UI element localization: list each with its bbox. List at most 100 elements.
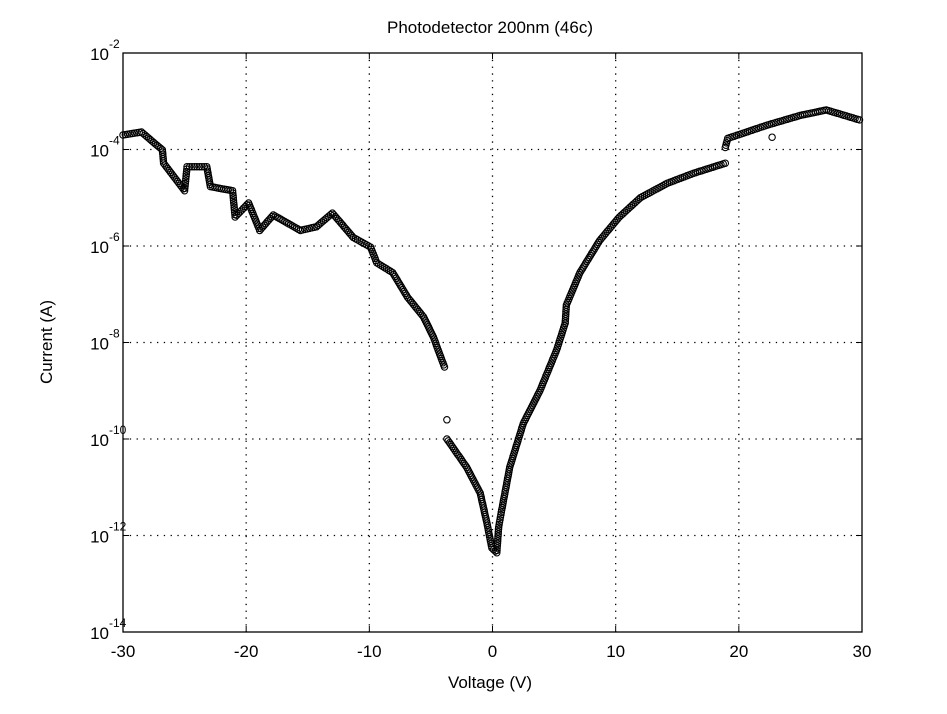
data-point-dense — [495, 520, 503, 529]
data-point-dense — [193, 162, 201, 171]
y-tick-label: 10-14 — [90, 616, 127, 643]
data-point-dense — [181, 184, 189, 193]
y-tick-base: 10 — [90, 335, 109, 354]
data-point-dense — [497, 511, 505, 519]
data-point-dense — [496, 515, 504, 524]
data-point-dense — [583, 257, 591, 266]
x-tick-label: 20 — [729, 642, 748, 661]
data-point-dense — [394, 278, 403, 286]
data-point-dense — [181, 177, 190, 185]
grid — [123, 53, 862, 632]
data-point-dense — [448, 442, 456, 451]
y-tick-exponent: -8 — [109, 327, 120, 341]
y-tick-label: 10-8 — [90, 327, 120, 354]
data-point-dense — [229, 191, 237, 200]
data-point — [493, 548, 501, 557]
data-point-dense — [230, 201, 238, 209]
y-tick-base: 10 — [90, 142, 109, 161]
data-point-dense — [181, 182, 189, 190]
data-point-dense — [229, 196, 238, 204]
data-point-dense — [494, 530, 502, 538]
data-point — [372, 258, 381, 267]
data-point-dense — [182, 172, 190, 181]
data-point-dense — [493, 541, 502, 550]
y-tick-base: 10 — [90, 45, 109, 64]
x-tick-label: -10 — [357, 642, 382, 661]
data-point-dense — [581, 259, 590, 267]
data-point-dense — [382, 265, 391, 273]
data-point-outlier — [768, 133, 776, 141]
x-tick-label: 0 — [488, 642, 497, 661]
data-point-dense — [268, 212, 276, 221]
data-point-dense — [326, 210, 335, 219]
data-point-dense — [195, 162, 204, 171]
data-point-dense — [390, 270, 398, 279]
data-point-dense — [455, 452, 463, 460]
data-point — [440, 363, 449, 371]
data-point — [180, 186, 189, 195]
data-point-dense — [181, 179, 190, 188]
data-point — [388, 268, 397, 277]
y-tick-exponent: -4 — [109, 134, 120, 148]
data-point — [721, 159, 730, 167]
data-point-outlier — [443, 416, 451, 424]
data-point-dense — [588, 248, 597, 256]
data-point-dense — [493, 546, 501, 555]
data-point — [576, 268, 584, 277]
y-tick-exponent: -2 — [109, 37, 120, 51]
data-point-dense — [587, 249, 596, 258]
y-tick-label: 10-6 — [90, 230, 120, 257]
data-point-dense — [188, 162, 196, 171]
data-point-dense — [229, 189, 237, 197]
data-point-dense — [494, 525, 503, 534]
chart-title: Photodetector 200nm (46c) — [387, 18, 593, 37]
data-point-dense — [457, 455, 466, 464]
x-tick-labels: -30 -20 -10 0 10 20 30 — [111, 642, 872, 661]
data-point-dense — [230, 203, 238, 212]
data-point-dense — [449, 444, 458, 453]
y-tick-label: 10-2 — [90, 37, 120, 64]
data-point-dense — [461, 461, 470, 470]
data-point-dense — [593, 240, 602, 249]
data-point-dense — [396, 282, 405, 290]
data-point-dense — [494, 527, 503, 536]
x-tick-label: -30 — [111, 642, 136, 661]
data-point-dense — [585, 253, 593, 262]
data-point-dense — [493, 537, 502, 545]
data-point-dense — [418, 311, 426, 319]
y-tick-label: 10-12 — [90, 520, 127, 547]
y-tick-base: 10 — [90, 238, 109, 257]
ticks — [122, 52, 863, 633]
y-tick-exponent: -6 — [109, 230, 120, 244]
x-axis-label: Voltage (V) — [448, 673, 532, 692]
data-point — [183, 162, 191, 171]
data-point-dense — [185, 162, 194, 171]
data-point-dense — [392, 274, 400, 283]
data-markers — [119, 106, 864, 557]
y-tick-base: 10 — [90, 431, 109, 450]
data-point-dense — [579, 263, 588, 271]
y-axis-label: Current (A) — [37, 300, 56, 384]
y-tick-exponent: -12 — [109, 520, 127, 534]
x-tick-label: 30 — [853, 642, 872, 661]
data-point-dense — [401, 289, 409, 298]
data-point-dense — [182, 174, 190, 183]
data-point-dense — [190, 162, 199, 171]
data-point-dense — [493, 539, 502, 548]
data-point-dense — [577, 267, 585, 275]
data-point-dense — [494, 534, 502, 543]
data-point-dense — [229, 194, 238, 202]
x-tick-label: 10 — [606, 642, 625, 661]
y-tick-base: 10 — [90, 624, 109, 643]
data-point-dense — [456, 454, 464, 462]
y-tick-base: 10 — [90, 528, 109, 547]
y-tick-exponent: -14 — [109, 616, 127, 630]
data-point-dense — [493, 544, 501, 552]
data-point-dense — [130, 129, 139, 137]
data-point-dense — [447, 440, 455, 449]
y-tick-label: 10-4 — [90, 134, 120, 161]
data-point-dense — [591, 244, 599, 252]
x-tick-label: -20 — [234, 642, 259, 661]
